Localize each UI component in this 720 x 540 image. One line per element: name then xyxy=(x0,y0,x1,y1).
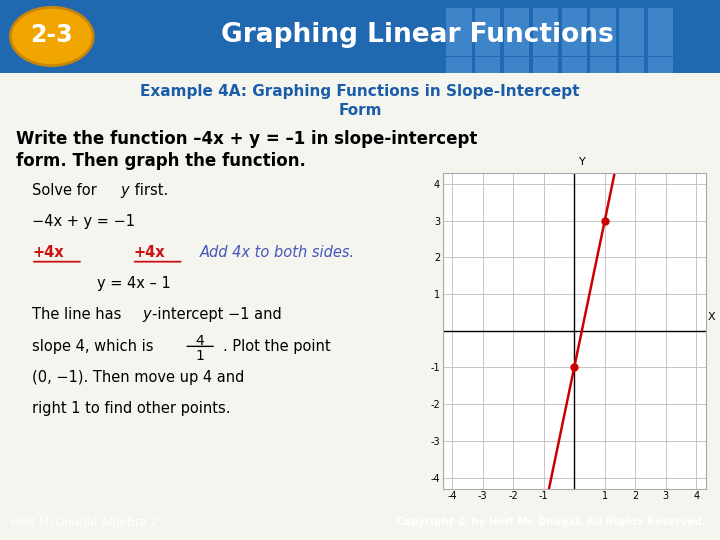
Text: Y: Y xyxy=(579,157,585,167)
Bar xyxy=(475,40,500,57)
Bar xyxy=(475,24,500,40)
Bar xyxy=(648,24,673,40)
Bar xyxy=(590,57,616,73)
Bar xyxy=(562,40,587,57)
Bar xyxy=(504,8,529,24)
Bar xyxy=(648,57,673,73)
Text: -intercept −1 and: -intercept −1 and xyxy=(152,307,282,322)
Text: Graphing Linear Functions: Graphing Linear Functions xyxy=(221,22,614,48)
Bar xyxy=(590,24,616,40)
Text: Solve for: Solve for xyxy=(32,183,102,198)
Bar xyxy=(533,8,558,24)
Bar xyxy=(648,8,673,24)
Bar xyxy=(619,40,644,57)
Text: Form: Form xyxy=(338,103,382,118)
Bar xyxy=(562,8,587,24)
Text: The line has: The line has xyxy=(32,307,127,322)
Text: right 1 to find other points.: right 1 to find other points. xyxy=(32,401,231,416)
Bar xyxy=(533,24,558,40)
Text: +4x: +4x xyxy=(32,245,64,260)
Bar xyxy=(504,40,529,57)
Text: . Plot the point: . Plot the point xyxy=(223,339,330,354)
Bar xyxy=(562,24,587,40)
Text: +4x: +4x xyxy=(133,245,165,260)
Text: Holt McDougal Algebra 2: Holt McDougal Algebra 2 xyxy=(11,516,158,529)
Text: 2-3: 2-3 xyxy=(30,23,73,47)
Text: Write the function –4x + y = –1 in slope-intercept: Write the function –4x + y = –1 in slope… xyxy=(16,130,477,148)
Bar xyxy=(533,57,558,73)
Bar xyxy=(504,57,529,73)
Text: −4x + y = −1: −4x + y = −1 xyxy=(32,214,135,229)
Text: 1: 1 xyxy=(196,349,204,363)
Text: Example 4A: Graphing Functions in Slope-Intercept: Example 4A: Graphing Functions in Slope-… xyxy=(140,84,580,99)
Text: y: y xyxy=(143,307,151,322)
Text: Add 4x to both sides.: Add 4x to both sides. xyxy=(200,245,355,260)
Text: slope 4, which is: slope 4, which is xyxy=(32,339,154,354)
Bar xyxy=(619,24,644,40)
Text: form. Then graph the function.: form. Then graph the function. xyxy=(16,152,306,170)
Text: Copyright © by Holt Mc Dougal. All Rights Reserved.: Copyright © by Holt Mc Dougal. All Right… xyxy=(396,517,706,528)
Text: y = 4x – 1: y = 4x – 1 xyxy=(97,276,171,292)
Text: (0, −1). Then move up 4 and: (0, −1). Then move up 4 and xyxy=(32,370,245,384)
Text: first.: first. xyxy=(130,183,168,198)
Ellipse shape xyxy=(10,7,94,65)
Bar xyxy=(446,40,472,57)
Bar xyxy=(475,8,500,24)
Bar xyxy=(590,40,616,57)
Text: X: X xyxy=(708,312,716,321)
Bar xyxy=(562,57,587,73)
Bar xyxy=(619,8,644,24)
Bar xyxy=(590,8,616,24)
Bar xyxy=(446,24,472,40)
Bar xyxy=(446,57,472,73)
Bar xyxy=(533,40,558,57)
Text: 4: 4 xyxy=(196,334,204,348)
Bar xyxy=(648,40,673,57)
Bar xyxy=(475,57,500,73)
Bar xyxy=(619,57,644,73)
Text: y: y xyxy=(120,183,129,198)
Bar xyxy=(504,24,529,40)
Bar xyxy=(446,8,472,24)
